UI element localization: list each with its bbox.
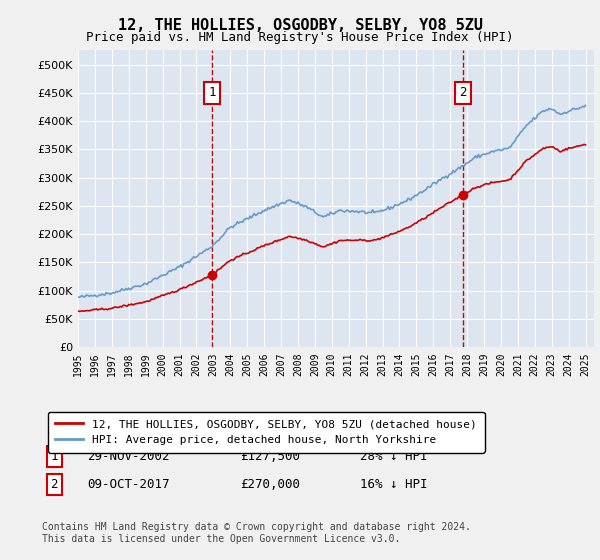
Text: 2: 2 <box>50 478 58 491</box>
Text: 1: 1 <box>208 86 215 99</box>
Text: 2: 2 <box>460 86 467 99</box>
Text: 28% ↓ HPI: 28% ↓ HPI <box>360 450 427 463</box>
Text: £127,500: £127,500 <box>240 450 300 463</box>
Text: 1: 1 <box>50 450 58 463</box>
Text: 12, THE HOLLIES, OSGODBY, SELBY, YO8 5ZU: 12, THE HOLLIES, OSGODBY, SELBY, YO8 5ZU <box>118 18 482 34</box>
Text: 09-OCT-2017: 09-OCT-2017 <box>87 478 170 491</box>
Text: Price paid vs. HM Land Registry's House Price Index (HPI): Price paid vs. HM Land Registry's House … <box>86 31 514 44</box>
Text: £270,000: £270,000 <box>240 478 300 491</box>
Text: 16% ↓ HPI: 16% ↓ HPI <box>360 478 427 491</box>
Text: 29-NOV-2002: 29-NOV-2002 <box>87 450 170 463</box>
Legend: 12, THE HOLLIES, OSGODBY, SELBY, YO8 5ZU (detached house), HPI: Average price, d: 12, THE HOLLIES, OSGODBY, SELBY, YO8 5ZU… <box>47 412 485 452</box>
Text: Contains HM Land Registry data © Crown copyright and database right 2024.
This d: Contains HM Land Registry data © Crown c… <box>42 522 471 544</box>
